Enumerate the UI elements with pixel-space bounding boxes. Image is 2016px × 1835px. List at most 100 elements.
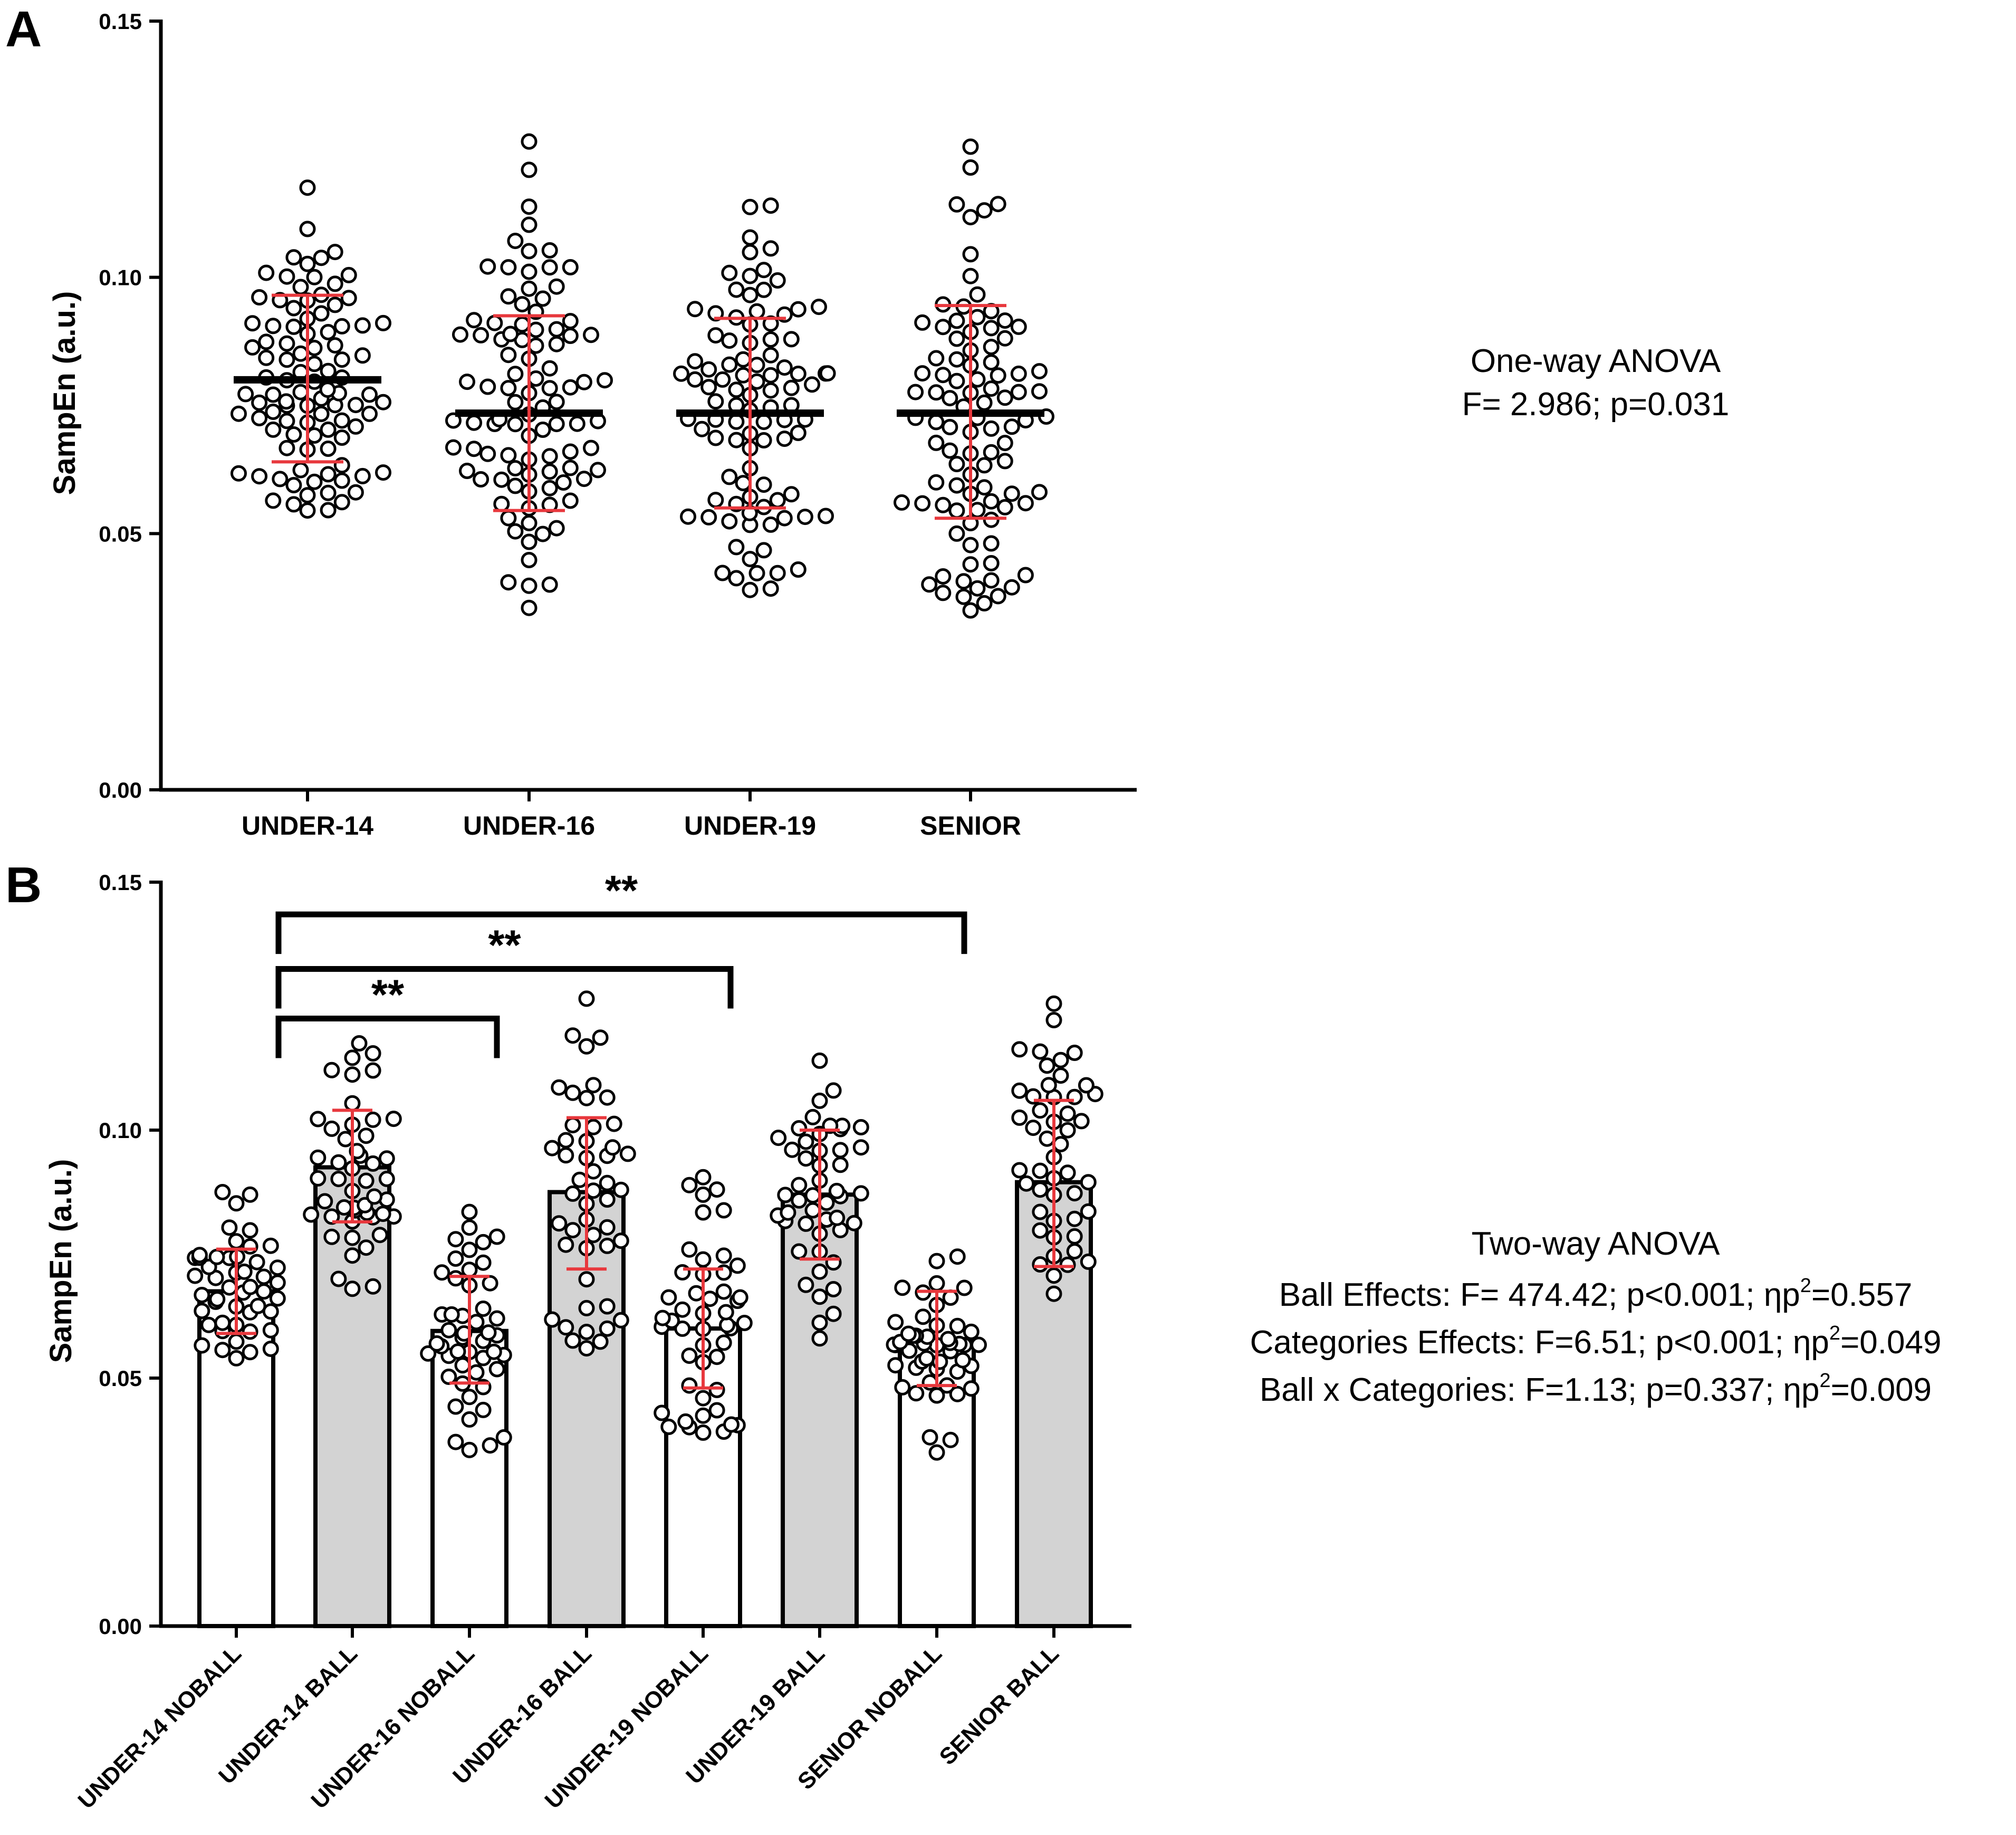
data-point — [447, 1398, 464, 1415]
data-point — [564, 1027, 581, 1044]
data-point — [1018, 1175, 1035, 1192]
data-point — [440, 1369, 457, 1385]
data-point — [894, 1379, 911, 1396]
data-point — [500, 510, 517, 527]
data-point — [962, 209, 979, 226]
data-point — [762, 382, 779, 399]
data-point — [599, 1191, 616, 1208]
data-point — [558, 1132, 574, 1149]
data-point — [969, 309, 986, 326]
data-point — [1045, 1012, 1062, 1028]
data-point — [445, 412, 462, 429]
data-point — [258, 333, 275, 350]
data-point — [811, 1092, 828, 1109]
y-tick-label: 0.05 — [99, 521, 142, 546]
data-point — [935, 367, 952, 384]
data-point — [541, 242, 558, 259]
data-point — [507, 416, 524, 433]
data-point — [449, 1343, 466, 1360]
data-point — [983, 555, 1000, 571]
panel-b-letter: B — [5, 857, 42, 913]
data-point — [900, 1325, 917, 1342]
data-point — [695, 1251, 712, 1268]
data-point — [721, 356, 738, 373]
data-point — [708, 1181, 725, 1198]
categories-effects-line: Categories Effects: F=6.51; p<0.001; ηp2… — [1250, 1322, 1942, 1361]
x-category-label: UNDER-14 — [242, 811, 373, 840]
data-point — [502, 326, 519, 342]
data-point — [562, 328, 579, 344]
data-point — [928, 350, 945, 367]
data-point — [783, 379, 800, 396]
data-point — [762, 315, 779, 332]
data-point — [983, 320, 1000, 337]
data-point — [330, 1171, 347, 1188]
data-point — [948, 502, 965, 519]
data-point — [344, 1280, 361, 1297]
data-point — [447, 1270, 464, 1287]
data-point — [358, 1127, 375, 1144]
data-point — [1032, 1203, 1049, 1220]
data-point — [255, 1283, 272, 1300]
data-point — [708, 1349, 725, 1365]
data-point — [694, 420, 711, 437]
data-point — [935, 585, 952, 601]
data-point — [1052, 1136, 1069, 1153]
significance-bracket — [275, 966, 734, 1009]
x-category-label: UNDER-16 — [463, 811, 595, 840]
data-point — [564, 1117, 581, 1134]
data-point — [695, 1407, 712, 1424]
data-point — [1032, 1102, 1049, 1119]
data-point — [479, 445, 496, 462]
data-point — [604, 1139, 621, 1156]
data-point — [541, 380, 558, 397]
data-point — [327, 297, 343, 313]
data-point — [776, 359, 793, 376]
data-point — [928, 414, 945, 431]
data-point — [1066, 1228, 1083, 1245]
data-point — [732, 1289, 748, 1306]
data-point — [728, 281, 745, 298]
data-point — [681, 1377, 698, 1394]
data-point — [323, 1228, 340, 1245]
data-point — [780, 1204, 796, 1221]
data-point — [707, 492, 724, 509]
data-point — [695, 1204, 712, 1221]
data-point — [521, 133, 537, 150]
data-point — [721, 264, 738, 281]
data-point — [887, 1357, 904, 1374]
data-point — [371, 1227, 388, 1244]
panel-a-y-axis-label: SampEn (a.u.) — [47, 291, 82, 495]
data-point — [954, 1352, 971, 1369]
data-point — [479, 258, 496, 275]
y-tick-label: 0.05 — [99, 1366, 142, 1391]
data-point — [473, 471, 489, 488]
data-point — [279, 351, 295, 368]
data-point — [942, 419, 958, 435]
data-point — [486, 314, 503, 331]
data-point — [461, 1411, 478, 1428]
data-point — [790, 301, 807, 318]
data-point — [299, 221, 316, 237]
data-point — [983, 339, 1000, 356]
data-point — [1066, 1243, 1083, 1260]
data-point — [784, 1141, 801, 1158]
data-point — [364, 1278, 381, 1295]
data-point — [818, 508, 834, 524]
data-point — [762, 197, 779, 214]
data-point — [928, 474, 945, 491]
data-point — [521, 216, 537, 233]
data-point — [571, 1171, 588, 1188]
data-point — [728, 432, 745, 448]
data-point — [728, 539, 745, 556]
data-point — [776, 510, 793, 527]
panel-a-stats: One-way ANOVA F= 2.986; p=0.031 — [1462, 343, 1730, 423]
data-point — [852, 1139, 869, 1156]
data-point — [971, 1336, 987, 1353]
data-point — [907, 384, 924, 400]
data-point — [327, 244, 343, 261]
data-point — [500, 574, 517, 591]
data-point — [585, 1077, 602, 1094]
data-point — [527, 370, 544, 387]
x-category-label: UNDER-14 NOBALL — [73, 1640, 247, 1814]
